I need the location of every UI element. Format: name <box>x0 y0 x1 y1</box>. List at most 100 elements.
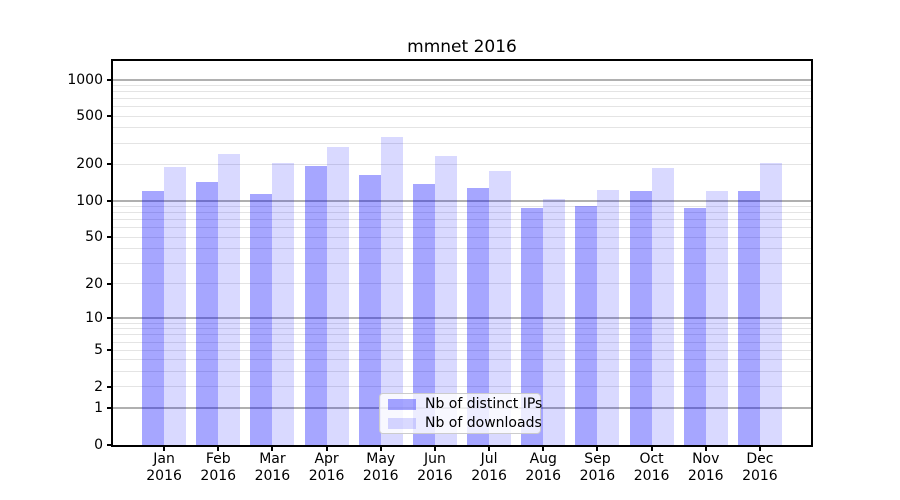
x-tick-mark <box>650 447 653 451</box>
x-tick-label: Apr 2016 <box>308 451 345 484</box>
x-tick-mark <box>433 447 436 451</box>
y-tick-label: 1 <box>94 400 103 417</box>
minor-gridline <box>113 106 811 108</box>
y-tick-label: 20 <box>85 275 103 292</box>
minor-gridline <box>113 90 811 92</box>
minor-gridline <box>113 328 811 330</box>
y-tick-mark <box>107 78 111 81</box>
bar-may-distinct-ips <box>358 174 381 445</box>
x-tick-mark <box>379 447 382 451</box>
minor-gridline <box>113 386 811 388</box>
x-tick-label: Aug 2016 <box>525 451 562 484</box>
minor-gridline <box>113 163 811 165</box>
x-tick-label: Feb 2016 <box>200 451 237 484</box>
x-tick-mark <box>542 447 545 451</box>
x-tick-mark <box>596 447 599 451</box>
bar-jun-downloads <box>434 156 457 445</box>
y-tick-mark <box>107 115 111 118</box>
legend: Nb of distinct IPs Nb of downloads <box>379 393 542 434</box>
y-tick-label: 0 <box>94 437 103 453</box>
y-tick-mark <box>107 199 111 202</box>
x-tick-mark <box>758 447 761 451</box>
minor-gridline <box>113 248 811 250</box>
legend-swatch-distinct-ips <box>388 398 416 410</box>
bar-may-downloads <box>380 137 403 445</box>
y-tick-mark <box>107 407 111 410</box>
y-tick-mark <box>107 236 111 238</box>
bar-feb-distinct-ips <box>196 182 219 445</box>
legend-row-distinct-ips: Nb of distinct IPs <box>388 396 542 412</box>
major-gridline <box>113 78 811 81</box>
bar-oct-distinct-ips <box>629 190 652 445</box>
bar-sep-distinct-ips <box>575 205 598 445</box>
minor-gridline <box>113 97 811 99</box>
x-tick-label: Jul 2016 <box>471 451 507 484</box>
minor-gridline <box>113 212 811 214</box>
legend-row-downloads: Nb of downloads <box>388 415 542 431</box>
minor-gridline <box>113 341 811 343</box>
y-tick-label: 1000 <box>67 71 103 88</box>
minor-gridline <box>113 236 811 238</box>
bar-jan-downloads <box>164 167 187 445</box>
x-tick-label: Dec 2016 <box>742 451 778 484</box>
legend-label-downloads: Nb of downloads <box>425 414 542 431</box>
legend-swatch-downloads <box>388 417 416 429</box>
bar-aug-downloads <box>543 198 566 445</box>
bar-jul-distinct-ips <box>467 188 490 445</box>
x-tick-mark <box>704 447 707 451</box>
bar-mar-downloads <box>272 163 295 445</box>
bar-sep-downloads <box>597 190 620 445</box>
minor-gridline <box>113 205 811 207</box>
minor-gridline <box>113 227 811 229</box>
x-tick-mark <box>325 447 328 451</box>
y-tick-label: 100 <box>76 192 103 209</box>
bar-jun-distinct-ips <box>412 184 435 445</box>
x-tick-label: May 2016 <box>362 451 399 484</box>
minor-gridline <box>113 334 811 336</box>
minor-gridline <box>113 349 811 351</box>
y-tick-label: 10 <box>85 310 103 327</box>
minor-gridline <box>113 371 811 373</box>
bar-dec-distinct-ips <box>737 190 760 445</box>
major-gridline <box>113 199 811 202</box>
minor-gridline <box>113 127 811 129</box>
minor-gridline <box>113 322 811 324</box>
minor-gridline <box>113 115 811 117</box>
minor-gridline <box>113 359 811 361</box>
x-tick-label: Nov 2016 <box>687 451 724 484</box>
chart-title: mmnet 2016 <box>407 37 517 57</box>
y-tick-label: 2 <box>94 378 103 395</box>
bar-nov-downloads <box>705 190 728 445</box>
y-tick-mark <box>107 317 111 320</box>
minor-gridline <box>113 219 811 220</box>
bar-apr-distinct-ips <box>304 166 327 445</box>
bar-dec-downloads <box>759 163 782 445</box>
major-gridline <box>113 317 811 320</box>
plot-area: Nb of distinct IPs Nb of downloads <box>111 59 813 447</box>
minor-gridline <box>113 283 811 285</box>
y-tick-mark <box>107 282 111 285</box>
bar-jan-distinct-ips <box>142 191 165 445</box>
x-tick-mark <box>271 447 274 451</box>
bar-apr-downloads <box>326 146 349 445</box>
legend-label-distinct-ips: Nb of distinct IPs <box>425 395 543 412</box>
y-tick-label: 5 <box>94 342 103 359</box>
bar-aug-distinct-ips <box>521 208 544 445</box>
bar-feb-downloads <box>218 153 241 445</box>
x-tick-mark <box>217 447 220 451</box>
y-tick-label: 200 <box>76 156 103 173</box>
bar-oct-downloads <box>651 168 674 445</box>
bar-jul-downloads <box>489 170 512 445</box>
minor-gridline <box>113 84 811 86</box>
y-tick-mark <box>107 444 111 446</box>
x-tick-label: Oct 2016 <box>633 451 670 484</box>
minor-gridline <box>113 262 811 264</box>
x-tick-label: Jan 2016 <box>146 451 182 484</box>
x-tick-mark <box>488 447 491 451</box>
y-tick-mark <box>107 349 111 352</box>
bar-nov-distinct-ips <box>683 207 706 445</box>
y-tick-mark <box>107 385 111 388</box>
x-tick-mark <box>163 447 166 451</box>
x-tick-label: Jun 2016 <box>417 451 453 484</box>
